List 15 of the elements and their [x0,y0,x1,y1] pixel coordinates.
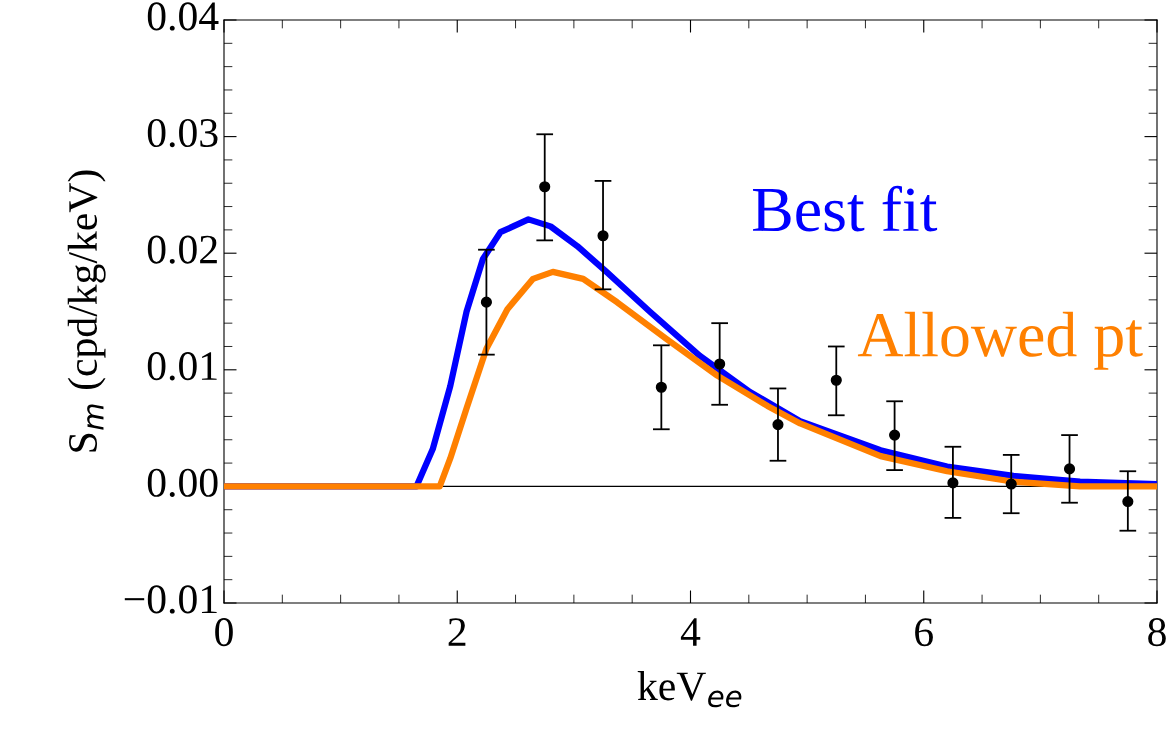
y-tick-label: 0.00 [147,468,218,498]
y-tick-label: 0.02 [147,235,217,264]
y-tick-label: 0.04 [147,2,219,31]
text: Best fit [752,185,938,232]
x-tick-label: 0 [215,618,233,647]
y-tick-label: −0.01 [124,585,217,614]
x-tick-label: 8 [1148,618,1166,647]
x-axis-title: keV$_{ee}$ [637,671,742,708]
x-tick-label: 6 [915,618,933,647]
x-tick-label: 2 [448,618,466,646]
x-tick-label: 4 [680,618,701,646]
series-label: Allowed pt [857,311,1143,370]
y-tick-label: 0.01 [147,352,217,381]
y-axis-title: S$_{m}$ (cpd/kg/keV) [67,170,106,452]
y-tick-label: 0.03 [147,118,218,148]
